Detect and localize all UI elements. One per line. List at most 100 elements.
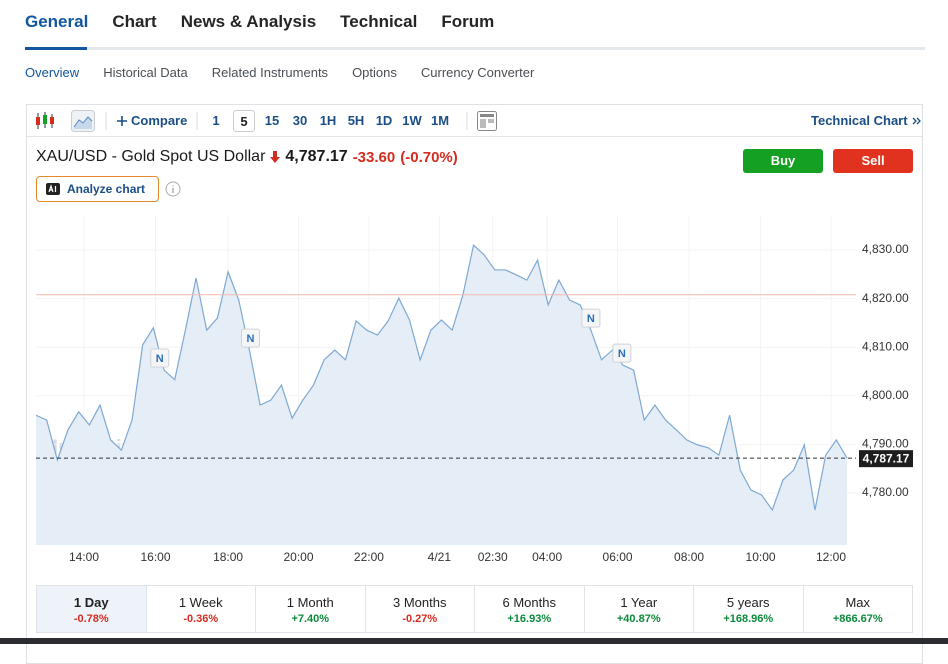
news-marker bbox=[581, 308, 601, 328]
sell-button[interactable]: Sell bbox=[833, 149, 913, 173]
compare-button[interactable]: Compare bbox=[116, 113, 187, 128]
compare-label: Compare bbox=[131, 113, 188, 128]
x-tick-label: 04:00 bbox=[532, 550, 562, 564]
plus-icon bbox=[117, 115, 127, 126]
chevron-icon bbox=[912, 117, 921, 124]
buy-button[interactable]: Buy bbox=[743, 149, 823, 173]
period-cell[interactable]: 1 Day -0.78% bbox=[37, 586, 147, 632]
x-tick-label: 10:00 bbox=[746, 550, 776, 564]
news-marker-label: N bbox=[587, 313, 595, 325]
period-label: Max bbox=[845, 595, 871, 610]
sub-tab[interactable]: Options bbox=[352, 65, 397, 80]
sub-tab[interactable]: Historical Data bbox=[103, 65, 188, 80]
change-percent: (-0.70%) bbox=[400, 148, 458, 166]
analyze-label: Analyze chart bbox=[67, 182, 146, 196]
period-cell[interactable]: 1 Month +7.40% bbox=[256, 586, 366, 632]
price-line bbox=[35, 243, 848, 512]
timeframe[interactable]: 1W bbox=[402, 113, 422, 128]
separator bbox=[105, 112, 107, 130]
tab[interactable]: General bbox=[25, 12, 89, 31]
chart-panel bbox=[26, 104, 923, 664]
period-label: 1 Month bbox=[286, 595, 334, 610]
period-label: 6 Months bbox=[502, 595, 556, 610]
sub-tab[interactable]: Currency Converter bbox=[420, 65, 535, 80]
footer-strip bbox=[0, 638, 948, 644]
news-marker-label: N bbox=[156, 353, 164, 365]
x-tick-label: 20:00 bbox=[283, 550, 313, 564]
period-cell[interactable]: 1 Week -0.36% bbox=[147, 586, 256, 632]
area-icon[interactable] bbox=[71, 110, 95, 132]
tab[interactable]: Forum bbox=[441, 12, 495, 31]
period-bar: 1 Day -0.78% 1 Week -0.36% 1 Month +7.40% 3 Mo… bbox=[36, 585, 913, 633]
analyze-button[interactable]: Analyze chart bbox=[36, 176, 159, 202]
tab[interactable]: Chart bbox=[112, 12, 157, 31]
timeframe[interactable]: 15 bbox=[264, 113, 280, 128]
instrument-name: XAU/USD - Gold Spot US Dollar bbox=[36, 148, 266, 165]
period-change: -0.78% bbox=[73, 613, 109, 625]
period-change: -0.36% bbox=[183, 613, 219, 625]
y-tick-label: 4,830.00 bbox=[862, 242, 909, 256]
last-price-label: 4,787.17 bbox=[863, 451, 910, 465]
tab[interactable]: News & Analysis bbox=[180, 12, 317, 31]
timeframe[interactable]: 1 bbox=[212, 113, 220, 128]
timeframes: 1 5 15 30 1H 5H 1D 1W 1M bbox=[205, 110, 451, 132]
period-cell[interactable]: 6 Months +16.93% bbox=[475, 586, 585, 632]
news-marker-label: N bbox=[618, 348, 626, 360]
layout-icon[interactable] bbox=[476, 110, 498, 132]
main-tabs: General Chart News & Analysis Technical Foru… bbox=[25, 12, 494, 32]
period-cell[interactable]: Max +866.67% bbox=[804, 586, 913, 632]
timeframe[interactable]: 30 bbox=[292, 113, 308, 128]
y-tick-label: 4,810.00 bbox=[862, 339, 909, 353]
y-tick-label: 4,820.00 bbox=[862, 291, 909, 305]
x-tick-label: 02:30 bbox=[478, 550, 508, 564]
tab[interactable]: Technical bbox=[340, 12, 418, 31]
info-icon[interactable] bbox=[165, 181, 181, 197]
tab-indicator bbox=[25, 47, 87, 50]
sub-tab[interactable]: Overview bbox=[25, 65, 80, 80]
period-label: 1 Week bbox=[178, 595, 223, 610]
x-tick-label: 22:00 bbox=[354, 550, 384, 564]
x-tick-label: 14:00 bbox=[69, 550, 99, 564]
y-tick-label: 4,790.00 bbox=[862, 437, 909, 451]
y-tick-label: 4,800.00 bbox=[862, 388, 909, 402]
last-price-box bbox=[859, 450, 913, 468]
technical-chart-link[interactable]: Technical Chart bbox=[811, 113, 922, 128]
technical-chart-label: Technical Chart bbox=[811, 113, 908, 128]
sub-tab[interactable]: Related Instruments bbox=[211, 65, 329, 80]
period-change: +40.87% bbox=[616, 613, 661, 625]
x-tick-label: 4/21 bbox=[428, 550, 452, 564]
news-marker bbox=[240, 328, 260, 348]
change: -33.60 bbox=[352, 148, 396, 166]
news-marker bbox=[150, 348, 170, 368]
period-change: -0.27% bbox=[402, 613, 438, 625]
period-change: +16.93% bbox=[507, 613, 552, 625]
period-label: 1 Year bbox=[620, 595, 658, 610]
y-tick-label: 4,780.00 bbox=[862, 485, 909, 499]
candles-icon[interactable] bbox=[34, 110, 56, 132]
period-change: +866.67% bbox=[832, 613, 883, 625]
x-tick-label: 12:00 bbox=[816, 550, 846, 564]
separator bbox=[196, 112, 198, 130]
timeframe[interactable]: 1M bbox=[430, 113, 450, 128]
area-fill bbox=[36, 245, 847, 545]
news-marker-label: N bbox=[247, 333, 255, 345]
period-cell[interactable]: 3 Months -0.27% bbox=[366, 586, 475, 632]
price: 4,787.17 bbox=[285, 148, 348, 165]
period-label: 5 years bbox=[726, 595, 770, 610]
period-cell[interactable]: 5 years +168.96% bbox=[694, 586, 804, 632]
sub-tabs: Overview Historical Data Related Instrumen… bbox=[25, 65, 534, 80]
timeframe[interactable]: 1H bbox=[319, 113, 337, 128]
x-tick-label: 08:00 bbox=[674, 550, 704, 564]
chart: Investing.com4,780.004,790.004,800.004,8… bbox=[35, 215, 913, 564]
period-change: +7.40% bbox=[291, 613, 330, 625]
period-change: +168.96% bbox=[723, 613, 774, 625]
period-label: 3 Months bbox=[393, 595, 447, 610]
timeframe[interactable]: 1D bbox=[375, 113, 393, 128]
period-label: 1 Day bbox=[73, 595, 109, 610]
instrument-header: XAU/USD - Gold Spot US Dollar 4,787.17 -… bbox=[36, 148, 458, 166]
timeframe[interactable]: 5H bbox=[347, 113, 365, 128]
timeframe[interactable]: 5 bbox=[233, 110, 255, 132]
x-tick-label: 16:00 bbox=[141, 550, 171, 564]
period-cell[interactable]: 1 Year +40.87% bbox=[585, 586, 694, 632]
x-tick-label: 18:00 bbox=[213, 550, 243, 564]
